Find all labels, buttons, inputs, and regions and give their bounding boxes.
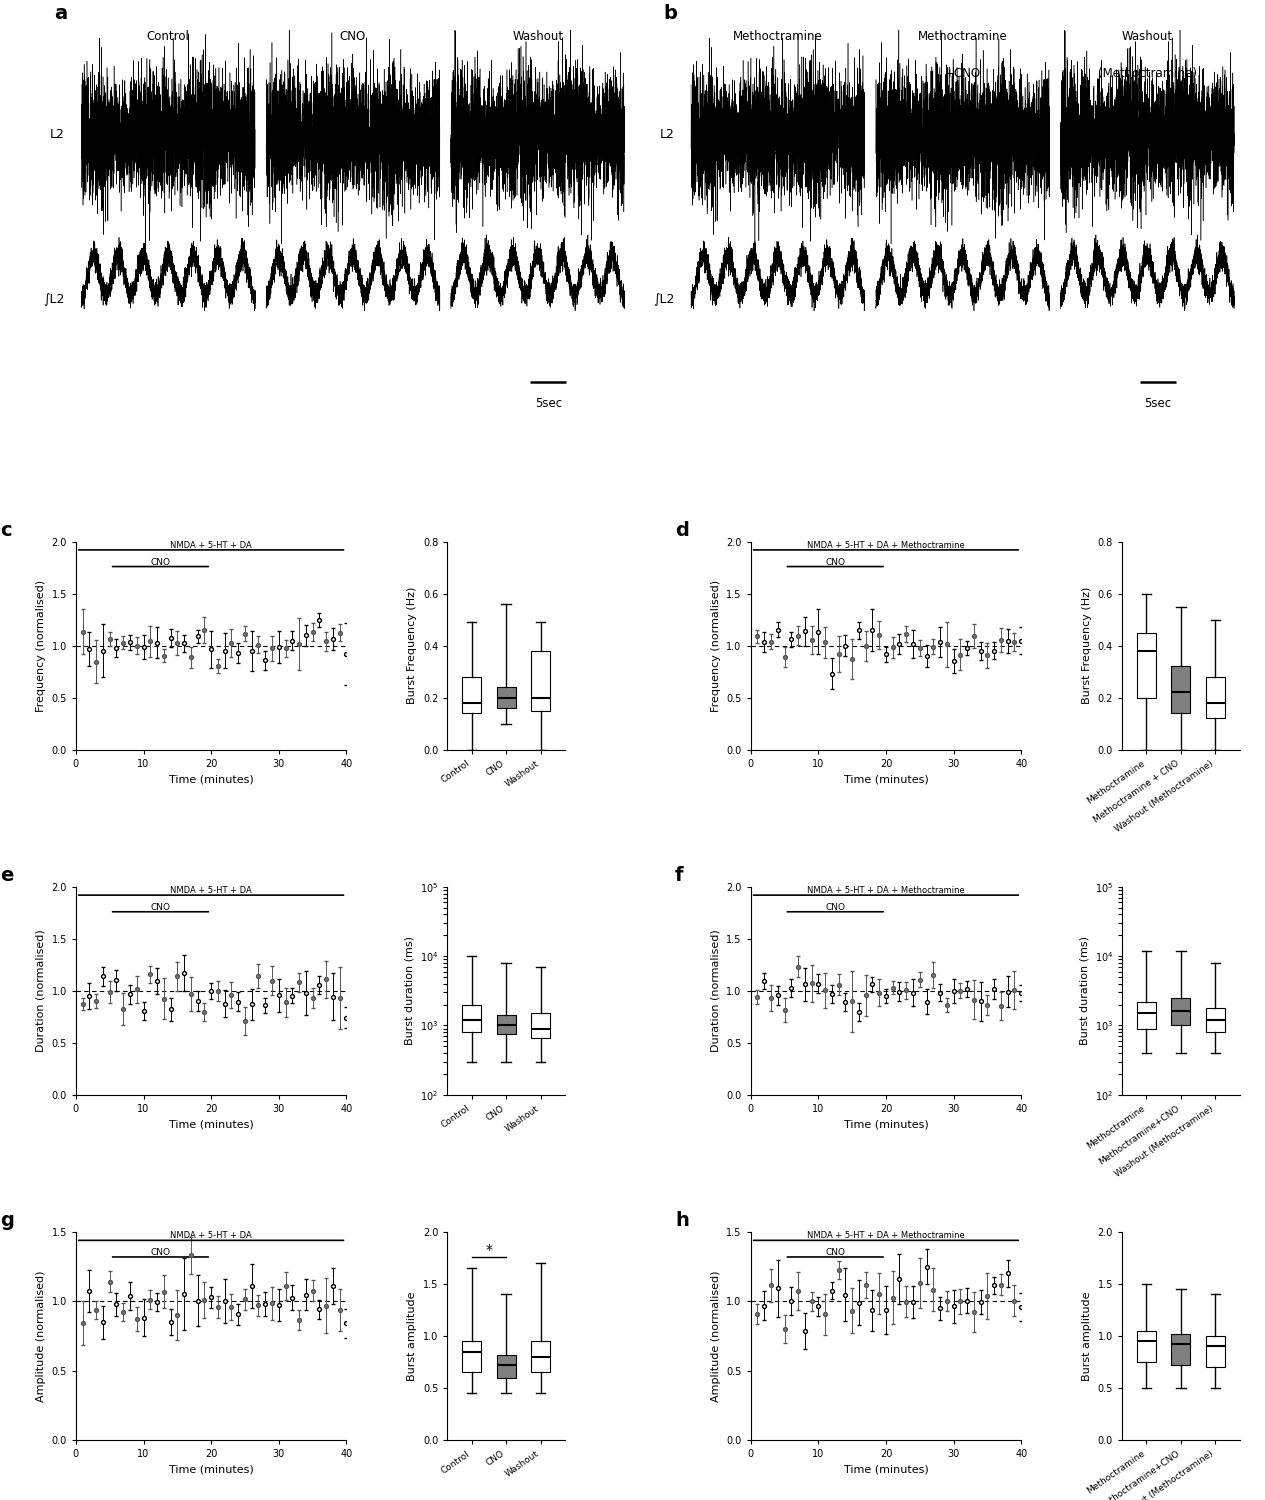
PathPatch shape xyxy=(1137,633,1156,698)
Text: 5sec: 5sec xyxy=(1145,398,1171,410)
Text: NMDA + 5-HT + DA + Methoctramine: NMDA + 5-HT + DA + Methoctramine xyxy=(807,886,965,896)
Y-axis label: Burst amplitude: Burst amplitude xyxy=(1082,1292,1092,1382)
PathPatch shape xyxy=(1206,676,1225,718)
Text: L2: L2 xyxy=(659,129,674,141)
Text: L2: L2 xyxy=(49,129,65,141)
X-axis label: Time (minutes): Time (minutes) xyxy=(844,774,929,784)
Text: CNO: CNO xyxy=(825,558,845,567)
PathPatch shape xyxy=(1206,1336,1225,1366)
PathPatch shape xyxy=(531,651,550,711)
Text: CNO: CNO xyxy=(340,30,366,44)
Bar xyxy=(258,30,263,405)
Text: e: e xyxy=(0,865,14,885)
Text: d: d xyxy=(676,520,689,540)
Text: Washout: Washout xyxy=(1122,30,1173,44)
Bar xyxy=(868,30,873,405)
Y-axis label: Amplitude (normalised): Amplitude (normalised) xyxy=(711,1270,721,1402)
Text: f: f xyxy=(676,865,683,885)
Text: *: * xyxy=(486,1244,492,1257)
Y-axis label: Burst duration (ms): Burst duration (ms) xyxy=(1079,936,1089,1046)
PathPatch shape xyxy=(462,1341,481,1372)
Text: Control: Control xyxy=(147,30,190,44)
PathPatch shape xyxy=(497,687,516,708)
Text: CNO: CNO xyxy=(825,903,845,912)
PathPatch shape xyxy=(497,1016,516,1034)
Y-axis label: Frequency (normalised): Frequency (normalised) xyxy=(35,579,46,711)
Y-axis label: Burst amplitude: Burst amplitude xyxy=(407,1292,417,1382)
X-axis label: Time (minutes): Time (minutes) xyxy=(168,1464,253,1474)
Text: CNO: CNO xyxy=(151,1248,171,1257)
Text: +CNO: +CNO xyxy=(945,68,980,81)
PathPatch shape xyxy=(531,1014,550,1038)
Y-axis label: Duration (normalised): Duration (normalised) xyxy=(35,930,46,1052)
Text: NMDA + 5-HT + DA: NMDA + 5-HT + DA xyxy=(171,886,252,896)
Text: 5sec: 5sec xyxy=(535,398,562,410)
Y-axis label: Burst Frequency (Hz): Burst Frequency (Hz) xyxy=(407,586,417,705)
Y-axis label: Duration (normalised): Duration (normalised) xyxy=(711,930,721,1052)
Text: NMDA + 5-HT + DA + Methoctramine: NMDA + 5-HT + DA + Methoctramine xyxy=(807,1232,965,1240)
Text: (Methoctramine): (Methoctramine) xyxy=(1098,68,1197,81)
Y-axis label: Amplitude (normalised): Amplitude (normalised) xyxy=(35,1270,46,1402)
Text: Washout: Washout xyxy=(512,30,563,44)
Text: ∫L2: ∫L2 xyxy=(653,292,674,306)
PathPatch shape xyxy=(497,1354,516,1377)
Text: Methoctramine: Methoctramine xyxy=(917,30,1007,44)
Text: h: h xyxy=(676,1210,689,1230)
Text: b: b xyxy=(663,3,677,22)
Text: a: a xyxy=(53,3,67,22)
X-axis label: Time (minutes): Time (minutes) xyxy=(168,1119,253,1130)
PathPatch shape xyxy=(1206,1008,1225,1032)
Text: g: g xyxy=(0,1210,14,1230)
Bar xyxy=(443,30,448,405)
Y-axis label: Burst Frequency (Hz): Burst Frequency (Hz) xyxy=(1082,586,1092,705)
PathPatch shape xyxy=(1137,1330,1156,1362)
Y-axis label: Frequency (normalised): Frequency (normalised) xyxy=(711,579,721,711)
PathPatch shape xyxy=(462,1005,481,1032)
Text: CNO: CNO xyxy=(151,903,171,912)
X-axis label: Time (minutes): Time (minutes) xyxy=(168,774,253,784)
Text: NMDA + 5-HT + DA + Methoctramine: NMDA + 5-HT + DA + Methoctramine xyxy=(807,542,965,550)
Text: NMDA + 5-HT + DA: NMDA + 5-HT + DA xyxy=(171,542,252,550)
Text: c: c xyxy=(0,520,11,540)
PathPatch shape xyxy=(462,676,481,712)
PathPatch shape xyxy=(1137,1002,1156,1029)
PathPatch shape xyxy=(1171,666,1190,712)
X-axis label: Time (minutes): Time (minutes) xyxy=(844,1119,929,1130)
PathPatch shape xyxy=(1171,1334,1190,1365)
Bar xyxy=(1052,30,1058,405)
Text: NMDA + 5-HT + DA: NMDA + 5-HT + DA xyxy=(171,1232,252,1240)
Text: ∫L2: ∫L2 xyxy=(43,292,65,306)
Y-axis label: Burst duration (ms): Burst duration (ms) xyxy=(405,936,414,1046)
Text: CNO: CNO xyxy=(151,558,171,567)
X-axis label: Time (minutes): Time (minutes) xyxy=(844,1464,929,1474)
PathPatch shape xyxy=(531,1341,550,1372)
Text: Methoctramine: Methoctramine xyxy=(732,30,822,44)
Text: CNO: CNO xyxy=(825,1248,845,1257)
PathPatch shape xyxy=(1171,998,1190,1026)
